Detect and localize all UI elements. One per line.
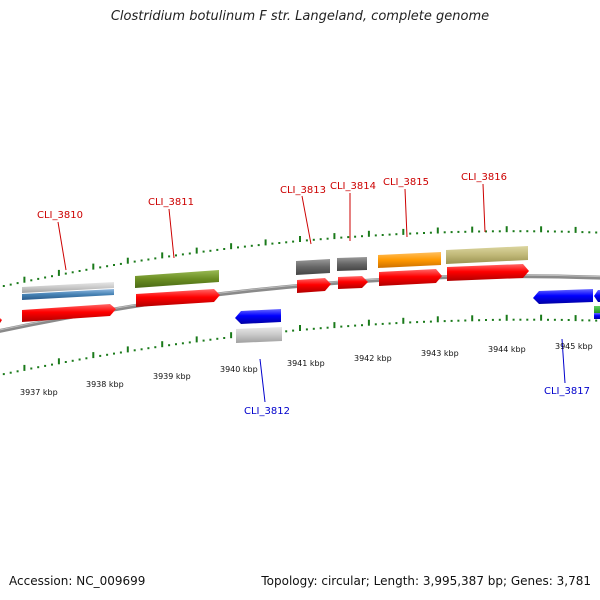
- topology-text: Topology: circular; Length: 3,995,387 bp…: [261, 574, 591, 588]
- leader-line: [259, 358, 266, 403]
- lower-tick-track: [2, 314, 598, 376]
- label-leaders: [57, 183, 566, 403]
- leader-line: [301, 195, 312, 245]
- feature-block[interactable]: [296, 259, 330, 275]
- gene-arrow-forward[interactable]: [0, 318, 2, 323]
- gene-arrow-forward[interactable]: [447, 264, 529, 281]
- gene-label[interactable]: CLI_3816: [461, 172, 507, 183]
- feature-block[interactable]: [446, 246, 528, 264]
- feature-block[interactable]: [594, 313, 600, 319]
- leader-line: [561, 338, 566, 384]
- accession-text: Accession: NC_009699: [9, 574, 146, 588]
- scale-label: 3943 kbp: [421, 349, 459, 358]
- gene-arrow-forward[interactable]: [379, 269, 442, 286]
- scale-label: 3937 kbp: [20, 388, 58, 397]
- feature-block[interactable]: [337, 257, 367, 271]
- scale-labels: 3937 kbp 3938 kbp 3939 kbp 3940 kbp 3941…: [20, 342, 593, 397]
- scale-label: 3942 kbp: [354, 354, 392, 363]
- gene-label[interactable]: CLI_3814: [330, 181, 376, 192]
- forward-genes: [0, 264, 529, 323]
- gene-arrow-forward[interactable]: [297, 278, 331, 293]
- scale-label: 3940 kbp: [220, 365, 258, 374]
- feature-block[interactable]: [135, 270, 219, 288]
- feature-block[interactable]: [378, 252, 441, 268]
- map-title: Clostridium botulinum F str. Langeland, …: [110, 9, 490, 24]
- scale-label: 3939 kbp: [153, 372, 191, 381]
- upper-tick-track: [2, 226, 598, 287]
- gene-arrow-reverse[interactable]: [235, 309, 281, 324]
- scale-label: 3944 kbp: [488, 345, 526, 354]
- gene-label[interactable]: CLI_3812: [244, 406, 290, 417]
- leader-line: [404, 188, 408, 238]
- gene-label[interactable]: CLI_3810: [37, 210, 83, 221]
- scale-label: 3941 kbp: [287, 359, 325, 368]
- feature-block[interactable]: [22, 282, 114, 293]
- leader-line: [482, 183, 486, 233]
- leader-line: [57, 221, 67, 271]
- gene-label[interactable]: CLI_3815: [383, 177, 429, 188]
- gene-arrow-forward[interactable]: [22, 304, 116, 322]
- gene-label[interactable]: CLI_3813: [280, 185, 326, 196]
- feature-block[interactable]: [22, 289, 114, 300]
- gene-label[interactable]: CLI_3811: [148, 197, 194, 208]
- gene-label[interactable]: CLI_3817: [544, 386, 590, 397]
- gene-arrow-reverse[interactable]: [533, 289, 593, 304]
- gene-labels: CLI_3810 CLI_3811 CLI_3813 CLI_3814 CLI_…: [37, 172, 590, 417]
- leader-line: [168, 208, 175, 259]
- gene-arrow-forward[interactable]: [136, 289, 220, 307]
- reverse-genes: [235, 289, 600, 324]
- feature-blocks: [22, 246, 600, 343]
- scale-label: 3945 kbp: [555, 342, 593, 351]
- feature-block[interactable]: [594, 306, 600, 314]
- gene-arrow-forward[interactable]: [338, 276, 368, 289]
- gene-arrow-reverse[interactable]: [594, 290, 600, 302]
- scale-label: 3938 kbp: [86, 380, 124, 389]
- feature-block[interactable]: [236, 327, 282, 343]
